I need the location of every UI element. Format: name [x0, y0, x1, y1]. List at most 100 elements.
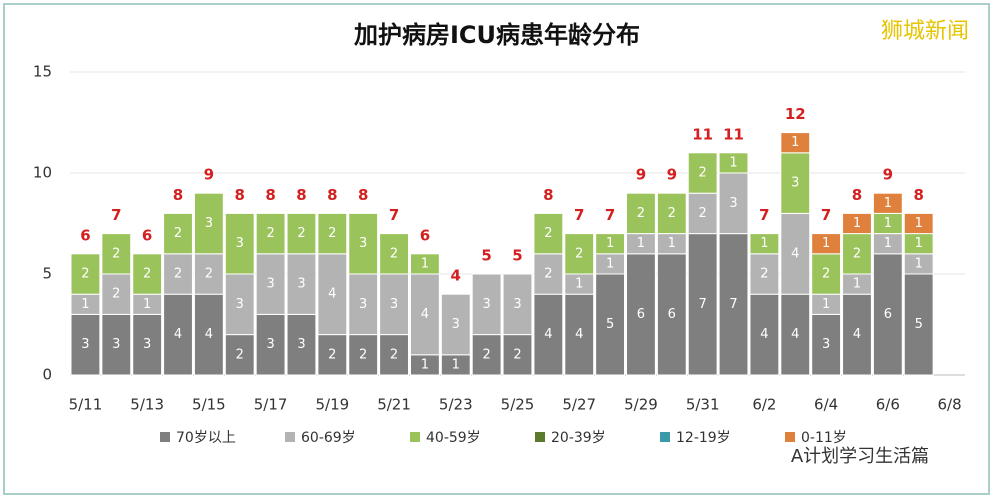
bar-segment — [255, 212, 286, 255]
segment-label: 2 — [112, 287, 120, 302]
bar-segment — [255, 253, 286, 315]
legend-swatch — [410, 432, 420, 442]
x-tick-label: 5/17 — [254, 396, 288, 414]
bar-segment — [317, 212, 348, 255]
segment-label: 2 — [266, 226, 274, 241]
x-tick-label: 5/15 — [192, 396, 226, 414]
bar-segment — [564, 293, 595, 376]
x-tick-label: 5/27 — [562, 396, 596, 414]
bar-segment — [626, 253, 656, 376]
bar-segment — [811, 253, 842, 295]
segment-label: 1 — [822, 236, 830, 251]
y-tick-label: 5 — [42, 265, 52, 283]
segment-label: 3 — [297, 277, 305, 292]
bar-segment — [780, 212, 811, 295]
total-label: 11 — [723, 125, 744, 143]
segment-label: 2 — [760, 267, 768, 282]
segment-label: 3 — [81, 337, 89, 352]
bar-segment — [811, 313, 842, 376]
segment-label: 2 — [81, 267, 89, 282]
segment-label: 4 — [791, 327, 799, 342]
bar-segment — [842, 293, 872, 376]
chart-title: 加护病房ICU病患年龄分布 — [354, 21, 640, 49]
total-label: 7 — [821, 206, 831, 224]
bar-segment — [718, 152, 749, 174]
total-label: 8 — [173, 186, 183, 204]
segment-label: 5 — [606, 317, 614, 332]
segment-label: 1 — [637, 236, 645, 251]
bar-segment — [193, 253, 224, 295]
segment-label: 3 — [205, 216, 213, 231]
total-label: 8 — [358, 186, 368, 204]
bar-segment — [193, 192, 224, 255]
x-tick-label: 6/8 — [937, 396, 961, 414]
total-label: 5 — [512, 247, 522, 265]
bar-segment — [101, 233, 132, 275]
legend-swatch — [785, 432, 795, 442]
segment-label: 7 — [729, 297, 737, 312]
bar-segment — [471, 273, 502, 336]
segment-label: 3 — [236, 236, 244, 251]
x-tick-label: 6/6 — [876, 396, 900, 414]
segment-label: 4 — [791, 246, 799, 261]
segment-label: 5 — [915, 317, 923, 332]
total-label: 9 — [204, 166, 214, 184]
bar-segment — [533, 212, 564, 255]
segment-label: 2 — [390, 246, 398, 261]
x-tick-label: 6/4 — [814, 396, 838, 414]
segment-label: 2 — [390, 347, 398, 362]
bar-segment — [564, 233, 595, 275]
segment-label: 2 — [174, 267, 182, 282]
total-label: 8 — [296, 186, 306, 204]
y-tick-label: 10 — [33, 164, 52, 182]
segment-label: 4 — [421, 307, 429, 322]
bar-segment — [842, 233, 872, 275]
bar-segment — [101, 313, 132, 376]
y-tick-label: 15 — [33, 63, 52, 81]
segment-label: 3 — [266, 337, 274, 352]
x-tick-label: 5/19 — [315, 396, 349, 414]
bar-segment — [687, 152, 718, 194]
segment-label: 1 — [729, 155, 737, 170]
bar-segment — [409, 273, 440, 356]
segment-label: 4 — [760, 327, 768, 342]
segment-label: 2 — [143, 267, 151, 282]
bar-segment — [595, 273, 626, 376]
segment-label: 6 — [637, 307, 645, 322]
segment-label: 3 — [452, 317, 460, 332]
bar-segment — [872, 253, 903, 376]
bar-segment — [379, 334, 409, 376]
segment-label: 1 — [760, 236, 768, 251]
legend-swatch — [160, 432, 170, 442]
segment-label: 7 — [699, 297, 707, 312]
total-label: 7 — [574, 206, 584, 224]
legend-label: 12-19岁 — [676, 430, 731, 446]
bar-segment — [193, 293, 224, 376]
segment-label: 1 — [81, 297, 89, 312]
segment-label: 2 — [668, 206, 676, 221]
segment-label: 1 — [606, 256, 614, 271]
bar-segment — [903, 212, 934, 235]
legend-label: 40-59岁 — [426, 430, 481, 446]
bar-segment — [533, 253, 564, 295]
total-label: 5 — [481, 247, 491, 265]
segment-label: 1 — [915, 256, 923, 271]
bar-segment — [687, 233, 718, 376]
total-label: 6 — [420, 226, 430, 244]
bar-segment — [317, 334, 348, 376]
bar-segment — [780, 293, 811, 376]
segment-label: 3 — [729, 196, 737, 211]
segment-label: 2 — [174, 226, 182, 241]
x-tick-label: 6/2 — [752, 396, 776, 414]
total-label: 9 — [883, 166, 893, 184]
watermark: 狮城新闻 — [881, 19, 969, 44]
segment-label: 3 — [513, 297, 521, 312]
segment-label: 4 — [544, 327, 552, 342]
bar-segment — [286, 212, 317, 255]
segment-label: 3 — [822, 337, 830, 352]
bar-segment — [471, 334, 502, 376]
bar-segment — [718, 233, 749, 376]
segment-label: 2 — [822, 267, 830, 282]
